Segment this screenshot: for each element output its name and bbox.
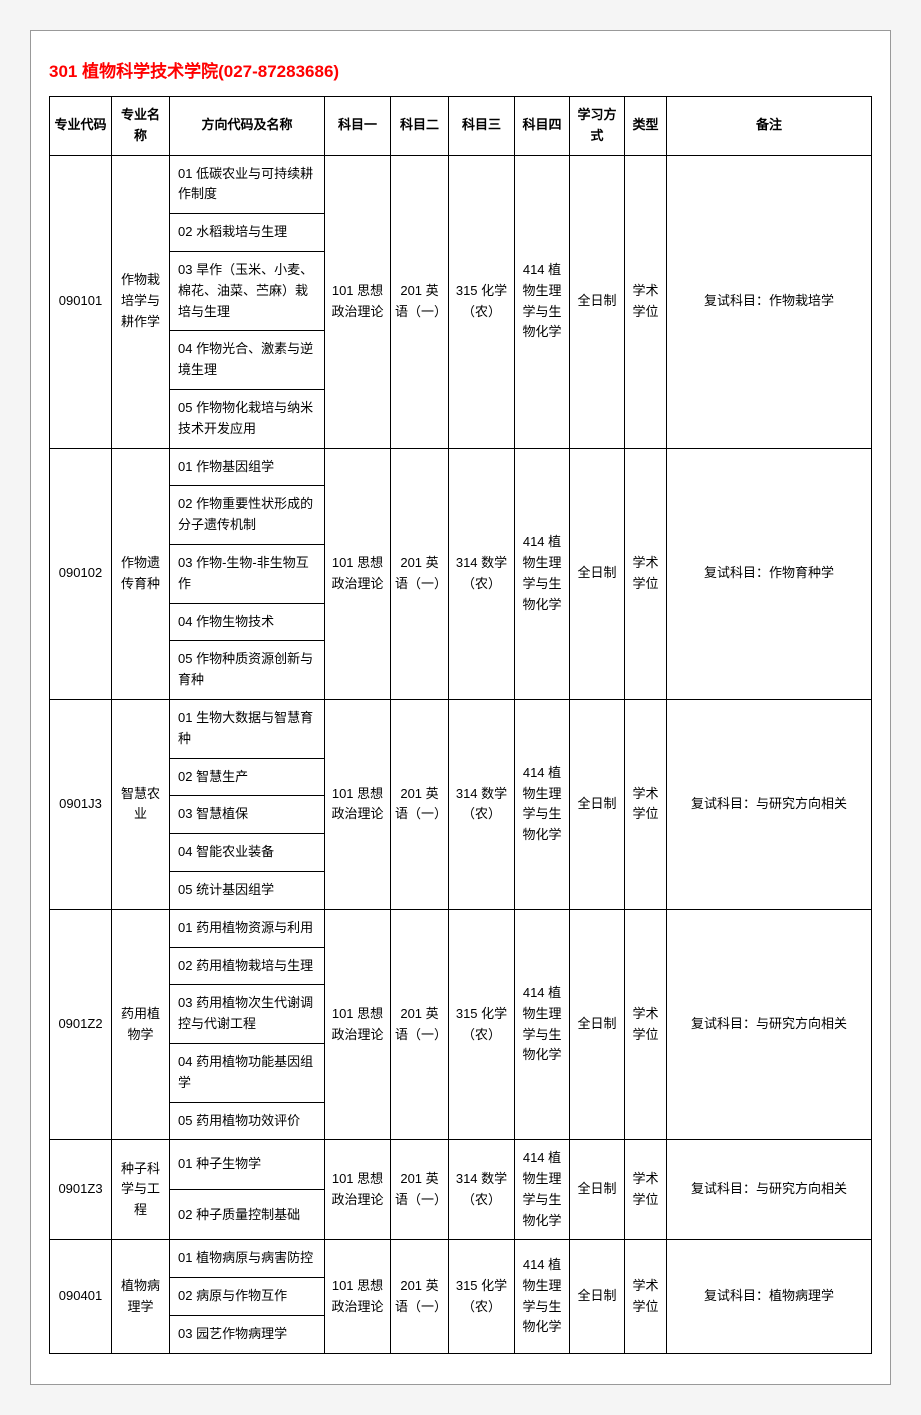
note: 复试科目：与研究方向相关 bbox=[667, 699, 872, 909]
study-mode: 全日制 bbox=[570, 1140, 625, 1240]
column-header: 科目一 bbox=[325, 97, 391, 156]
major-code: 0901J3 bbox=[50, 699, 112, 909]
subject-1: 101 思想政治理论 bbox=[325, 1240, 391, 1353]
direction: 01 生物大数据与智慧育种 bbox=[170, 699, 325, 758]
subject-1: 101 思想政治理论 bbox=[325, 909, 391, 1140]
study-mode: 全日制 bbox=[570, 909, 625, 1140]
direction: 04 药用植物功能基因组学 bbox=[170, 1043, 325, 1102]
direction: 02 病原与作物互作 bbox=[170, 1278, 325, 1316]
major-name: 作物栽培学与耕作学 bbox=[112, 155, 170, 448]
subject-3: 314 数学（农） bbox=[449, 448, 515, 699]
degree-type: 学术学位 bbox=[625, 699, 667, 909]
study-mode: 全日制 bbox=[570, 1240, 625, 1353]
subject-2: 201 英语（一） bbox=[391, 155, 449, 448]
note: 复试科目：植物病理学 bbox=[667, 1240, 872, 1353]
subject-1: 101 思想政治理论 bbox=[325, 1140, 391, 1240]
direction: 01 作物基因组学 bbox=[170, 448, 325, 486]
table-row: 090101作物栽培学与耕作学01 低碳农业与可持续耕作制度101 思想政治理论… bbox=[50, 155, 872, 214]
column-header: 专业代码 bbox=[50, 97, 112, 156]
degree-type: 学术学位 bbox=[625, 1240, 667, 1353]
column-header: 学习方式 bbox=[570, 97, 625, 156]
subject-4: 414 植物生理学与生物化学 bbox=[515, 909, 570, 1140]
degree-type: 学术学位 bbox=[625, 909, 667, 1140]
direction: 02 水稻栽培与生理 bbox=[170, 214, 325, 252]
degree-type: 学术学位 bbox=[625, 155, 667, 448]
subject-2: 201 英语（一） bbox=[391, 1140, 449, 1240]
department-title: 301 植物科学技术学院(027-87283686) bbox=[31, 49, 890, 96]
direction: 05 药用植物功效评价 bbox=[170, 1102, 325, 1140]
major-name: 作物遗传育种 bbox=[112, 448, 170, 699]
subject-3: 314 数学（农） bbox=[449, 1140, 515, 1240]
table-row: 0901J3智慧农业01 生物大数据与智慧育种101 思想政治理论201 英语（… bbox=[50, 699, 872, 758]
direction: 03 智慧植保 bbox=[170, 796, 325, 834]
major-name: 智慧农业 bbox=[112, 699, 170, 909]
degree-type: 学术学位 bbox=[625, 448, 667, 699]
direction: 01 药用植物资源与利用 bbox=[170, 909, 325, 947]
direction: 02 药用植物栽培与生理 bbox=[170, 947, 325, 985]
study-mode: 全日制 bbox=[570, 699, 625, 909]
major-code: 0901Z2 bbox=[50, 909, 112, 1140]
note: 复试科目：作物育种学 bbox=[667, 448, 872, 699]
direction: 04 作物生物技术 bbox=[170, 603, 325, 641]
subject-1: 101 思想政治理论 bbox=[325, 155, 391, 448]
direction: 01 植物病原与病害防控 bbox=[170, 1240, 325, 1278]
subject-2: 201 英语（一） bbox=[391, 448, 449, 699]
direction: 05 统计基因组学 bbox=[170, 871, 325, 909]
subject-4: 414 植物生理学与生物化学 bbox=[515, 155, 570, 448]
subject-1: 101 思想政治理论 bbox=[325, 699, 391, 909]
column-header: 方向代码及名称 bbox=[170, 97, 325, 156]
major-name: 种子科学与工程 bbox=[112, 1140, 170, 1240]
direction: 03 药用植物次生代谢调控与代谢工程 bbox=[170, 985, 325, 1044]
subject-3: 315 化学（农） bbox=[449, 155, 515, 448]
subject-2: 201 英语（一） bbox=[391, 909, 449, 1140]
subject-1: 101 思想政治理论 bbox=[325, 448, 391, 699]
subject-3: 315 化学（农） bbox=[449, 1240, 515, 1353]
subject-2: 201 英语（一） bbox=[391, 699, 449, 909]
major-code: 090401 bbox=[50, 1240, 112, 1353]
direction: 05 作物物化栽培与纳米技术开发应用 bbox=[170, 389, 325, 448]
major-code: 090101 bbox=[50, 155, 112, 448]
table-row: 0901Z2药用植物学01 药用植物资源与利用101 思想政治理论201 英语（… bbox=[50, 909, 872, 947]
study-mode: 全日制 bbox=[570, 448, 625, 699]
subject-4: 414 植物生理学与生物化学 bbox=[515, 699, 570, 909]
column-header: 科目三 bbox=[449, 97, 515, 156]
table-row: 090401植物病理学01 植物病原与病害防控101 思想政治理论201 英语（… bbox=[50, 1240, 872, 1278]
major-code: 090102 bbox=[50, 448, 112, 699]
catalogue-table: 专业代码专业名称方向代码及名称科目一科目二科目三科目四学习方式类型备注 0901… bbox=[49, 96, 872, 1354]
major-name: 药用植物学 bbox=[112, 909, 170, 1140]
direction: 03 旱作（玉米、小麦、棉花、油菜、苎麻）栽培与生理 bbox=[170, 251, 325, 330]
direction: 04 作物光合、激素与逆境生理 bbox=[170, 331, 325, 390]
column-header: 科目四 bbox=[515, 97, 570, 156]
direction: 02 种子质量控制基础 bbox=[170, 1190, 325, 1240]
degree-type: 学术学位 bbox=[625, 1140, 667, 1240]
direction: 01 低碳农业与可持续耕作制度 bbox=[170, 155, 325, 214]
note: 复试科目：作物栽培学 bbox=[667, 155, 872, 448]
table-row: 0901Z3种子科学与工程01 种子生物学101 思想政治理论201 英语（一）… bbox=[50, 1140, 872, 1190]
page: 301 植物科学技术学院(027-87283686) 专业代码专业名称方向代码及… bbox=[30, 30, 891, 1385]
major-code: 0901Z3 bbox=[50, 1140, 112, 1240]
note: 复试科目：与研究方向相关 bbox=[667, 1140, 872, 1240]
direction: 03 作物-生物-非生物互作 bbox=[170, 544, 325, 603]
study-mode: 全日制 bbox=[570, 155, 625, 448]
subject-3: 314 数学（农） bbox=[449, 699, 515, 909]
column-header: 类型 bbox=[625, 97, 667, 156]
table-header-row: 专业代码专业名称方向代码及名称科目一科目二科目三科目四学习方式类型备注 bbox=[50, 97, 872, 156]
direction: 01 种子生物学 bbox=[170, 1140, 325, 1190]
direction: 04 智能农业装备 bbox=[170, 834, 325, 872]
table-row: 090102作物遗传育种01 作物基因组学101 思想政治理论201 英语（一）… bbox=[50, 448, 872, 486]
subject-3: 315 化学（农） bbox=[449, 909, 515, 1140]
direction: 02 智慧生产 bbox=[170, 758, 325, 796]
major-name: 植物病理学 bbox=[112, 1240, 170, 1353]
note: 复试科目：与研究方向相关 bbox=[667, 909, 872, 1140]
subject-4: 414 植物生理学与生物化学 bbox=[515, 1240, 570, 1353]
direction: 02 作物重要性状形成的分子遗传机制 bbox=[170, 486, 325, 545]
column-header: 科目二 bbox=[391, 97, 449, 156]
direction: 05 作物种质资源创新与育种 bbox=[170, 641, 325, 700]
subject-4: 414 植物生理学与生物化学 bbox=[515, 1140, 570, 1240]
direction: 03 园艺作物病理学 bbox=[170, 1316, 325, 1354]
subject-2: 201 英语（一） bbox=[391, 1240, 449, 1353]
subject-4: 414 植物生理学与生物化学 bbox=[515, 448, 570, 699]
column-header: 专业名称 bbox=[112, 97, 170, 156]
column-header: 备注 bbox=[667, 97, 872, 156]
